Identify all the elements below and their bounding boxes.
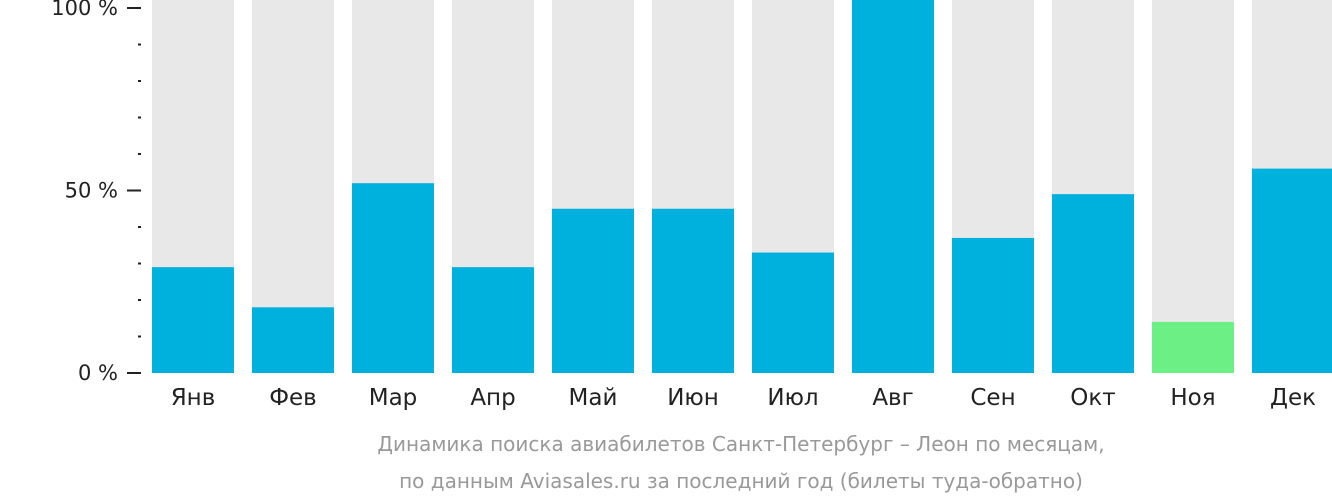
bar-track <box>1152 0 1234 373</box>
x-tick-label: Фев <box>269 385 317 411</box>
y-tick-label: 100 % <box>51 0 118 20</box>
x-tick-label: Янв <box>171 385 216 411</box>
y-axis: 100 % 50 % 0 % <box>51 0 141 385</box>
bar <box>1052 194 1134 373</box>
x-tick-label: Ноя <box>1170 385 1215 411</box>
bar <box>852 0 934 373</box>
bars <box>152 0 1332 373</box>
bar <box>552 208 634 373</box>
x-axis: Янв Фев Мар Апр Май Июн Июл Авг Сен Окт Ноя Дек <box>171 385 1316 411</box>
x-tick-label: Авг <box>872 385 913 411</box>
bar <box>1252 168 1332 373</box>
bar <box>952 237 1034 373</box>
x-tick-label: Июн <box>667 385 719 411</box>
caption-line-1: Динамика поиска авиабилетов Санкт-Петерб… <box>377 432 1104 456</box>
x-tick-label: Июл <box>767 385 818 411</box>
bar <box>1152 321 1234 373</box>
y-tick-label: 50 % <box>65 179 118 203</box>
x-tick-label: Окт <box>1070 385 1115 411</box>
x-tick-label: Мар <box>369 385 418 411</box>
x-tick-label: Май <box>569 385 618 411</box>
x-tick-label: Дек <box>1270 385 1316 411</box>
bar <box>352 183 434 373</box>
x-tick-label: Апр <box>470 385 515 411</box>
bar <box>652 208 734 373</box>
bar <box>752 252 834 373</box>
bar <box>452 267 534 373</box>
x-tick-label: Сен <box>970 385 1015 411</box>
bar <box>152 267 234 373</box>
bar <box>252 307 334 373</box>
caption-line-2: по данным Aviasales.ru за последний год … <box>399 469 1083 493</box>
y-tick-label: 0 % <box>78 361 118 385</box>
